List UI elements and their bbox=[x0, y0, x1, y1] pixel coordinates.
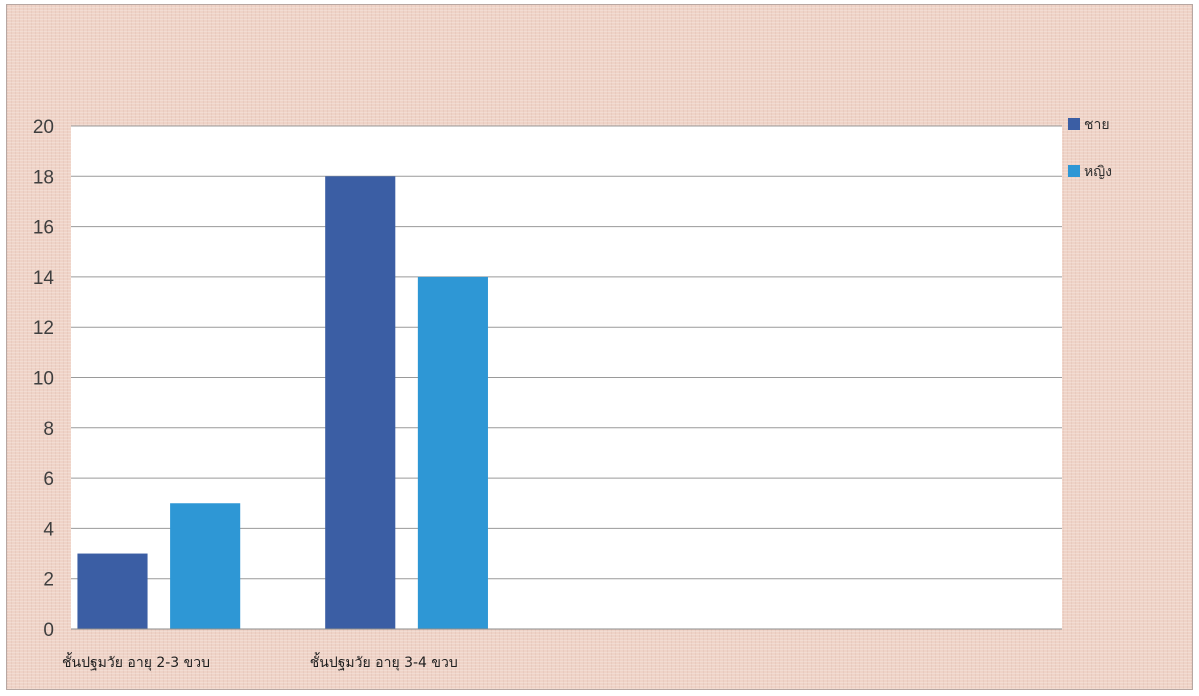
y-tick-label: 10 bbox=[33, 369, 54, 390]
y-tick-label: 6 bbox=[43, 469, 54, 490]
y-tick-label: 20 bbox=[33, 117, 54, 138]
bar-male-1 bbox=[325, 176, 396, 630]
y-tick-label: 12 bbox=[33, 318, 54, 339]
y-tick-label: 14 bbox=[33, 268, 55, 289]
bar-female-0 bbox=[170, 503, 241, 629]
bar-male-0 bbox=[77, 553, 148, 629]
y-axis-ticks: 0 2 4 6 8 10 12 14 16 18 20 bbox=[33, 117, 55, 641]
bar-female-1 bbox=[417, 276, 488, 629]
y-tick-label: 2 bbox=[43, 570, 54, 591]
y-tick-label: 4 bbox=[43, 519, 54, 540]
y-tick-label: 18 bbox=[33, 167, 54, 188]
legend-label: ชาย bbox=[1084, 117, 1110, 133]
legend-swatch bbox=[1068, 165, 1080, 177]
x-category-label: ชั้นปฐมวัย อายุ 2-3 ขวบ bbox=[62, 652, 210, 671]
y-tick-label: 0 bbox=[43, 620, 54, 641]
bars bbox=[77, 176, 488, 630]
y-tick-label: 8 bbox=[43, 419, 54, 440]
legend-swatch bbox=[1068, 118, 1080, 130]
x-axis-labels: ชั้นปฐมวัย อายุ 2-3 ขวบ ชั้นปฐมวัย อายุ 3… bbox=[62, 652, 458, 671]
y-tick-label: 16 bbox=[33, 218, 54, 239]
x-category-label: ชั้นปฐมวัย อายุ 3-4 ขวบ bbox=[310, 652, 458, 671]
legend-label: หญิง bbox=[1084, 164, 1112, 180]
gridlines bbox=[71, 125, 1062, 580]
